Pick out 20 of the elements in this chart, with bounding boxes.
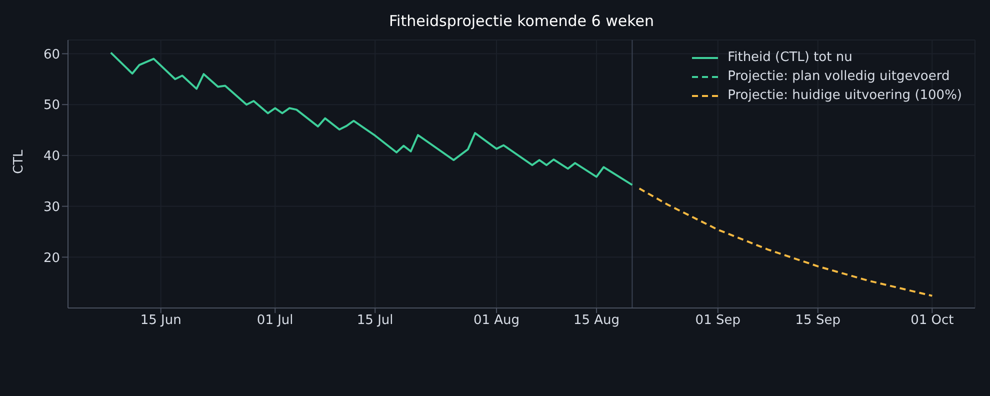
y-tick-label: 20 (43, 250, 60, 266)
line-series (110, 52, 634, 186)
legend-label: Fitheid (CTL) tot nu (728, 49, 852, 67)
x-tick-label: 01 Aug (473, 313, 520, 328)
x-tick-label: 15 Jul (356, 313, 394, 328)
x-tick-label: 15 Sep (795, 313, 840, 328)
x-tick-label: 15 Jun (140, 313, 182, 328)
legend-label: Projectie: plan volledig uitgevoerd (728, 68, 950, 86)
y-tick-label: 50 (43, 98, 60, 114)
y-tick-label: 30 (43, 200, 60, 215)
x-tick-label: 15 Aug (573, 313, 620, 328)
y-tick-label: 60 (43, 47, 60, 62)
chart-title: Fitheidsprojectie komende 6 weken (388, 12, 655, 30)
x-tick-label: 01 Sep (695, 313, 740, 328)
y-tick-label: 40 (43, 149, 60, 164)
x-tick-label: 01 Oct (910, 313, 954, 328)
line-series (638, 187, 934, 297)
x-tick-label: 01 Jul (256, 313, 294, 328)
y-axis-title: CTL (12, 148, 27, 174)
legend-label: Projectie: huidige uitvoering (100%) (728, 87, 962, 105)
